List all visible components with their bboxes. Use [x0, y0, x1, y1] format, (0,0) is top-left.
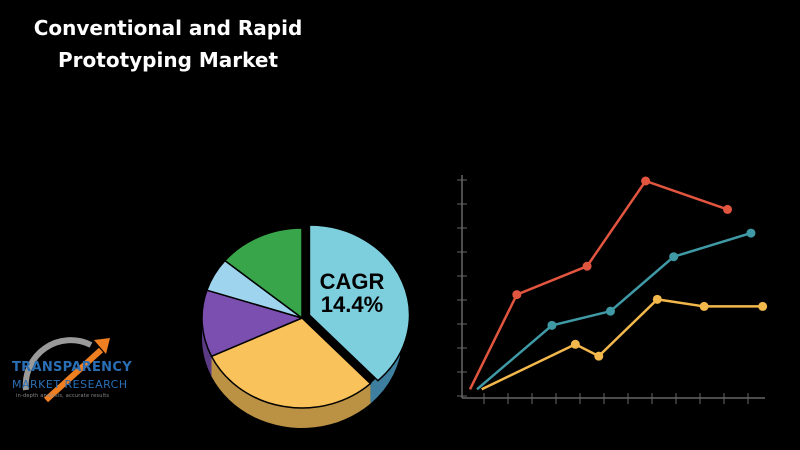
title-line-2: Prototyping Market — [58, 48, 278, 72]
logo-name-line-2: MARKET RESEARCH — [12, 378, 128, 391]
logo-tagline: in-depth analysis, accurate results — [16, 393, 110, 399]
series-0-point-1 — [512, 290, 522, 300]
logo-name-line-1: TRANSPARENCY — [12, 360, 132, 375]
pie-slice-side-1 — [211, 356, 371, 428]
pie-slice-4 — [223, 227, 303, 320]
cagr-label: CAGR — [320, 269, 385, 294]
series-2-point-1 — [570, 339, 580, 349]
pie-slice-1 — [210, 317, 372, 409]
series-2-point-2 — [594, 351, 604, 361]
series-0-point-2 — [582, 261, 592, 271]
line-chart — [457, 175, 768, 404]
pie-chart — [201, 224, 411, 428]
series-1-point-3 — [669, 252, 679, 262]
logo-arrow-icon — [22, 337, 110, 403]
series-1-point-2 — [605, 306, 615, 316]
pie-slice-side-0 — [370, 319, 402, 404]
series-2-point-5 — [758, 301, 768, 311]
series-2-point-3 — [652, 294, 662, 304]
series-1-point-1 — [547, 320, 557, 330]
page-title: Conventional and Rapid Prototyping Marke… — [18, 12, 318, 76]
series-0-point-3 — [641, 176, 651, 186]
cagr-value: 14.4% — [321, 292, 383, 317]
title-line-1: Conventional and Rapid — [33, 16, 303, 40]
series-1-point-4 — [746, 228, 756, 238]
series-2-point-4 — [699, 301, 709, 311]
pie-slice-2 — [201, 289, 305, 358]
series-0-point-4 — [723, 204, 733, 214]
pie-slice-0 — [308, 224, 411, 382]
series-line-2 — [481, 298, 763, 391]
